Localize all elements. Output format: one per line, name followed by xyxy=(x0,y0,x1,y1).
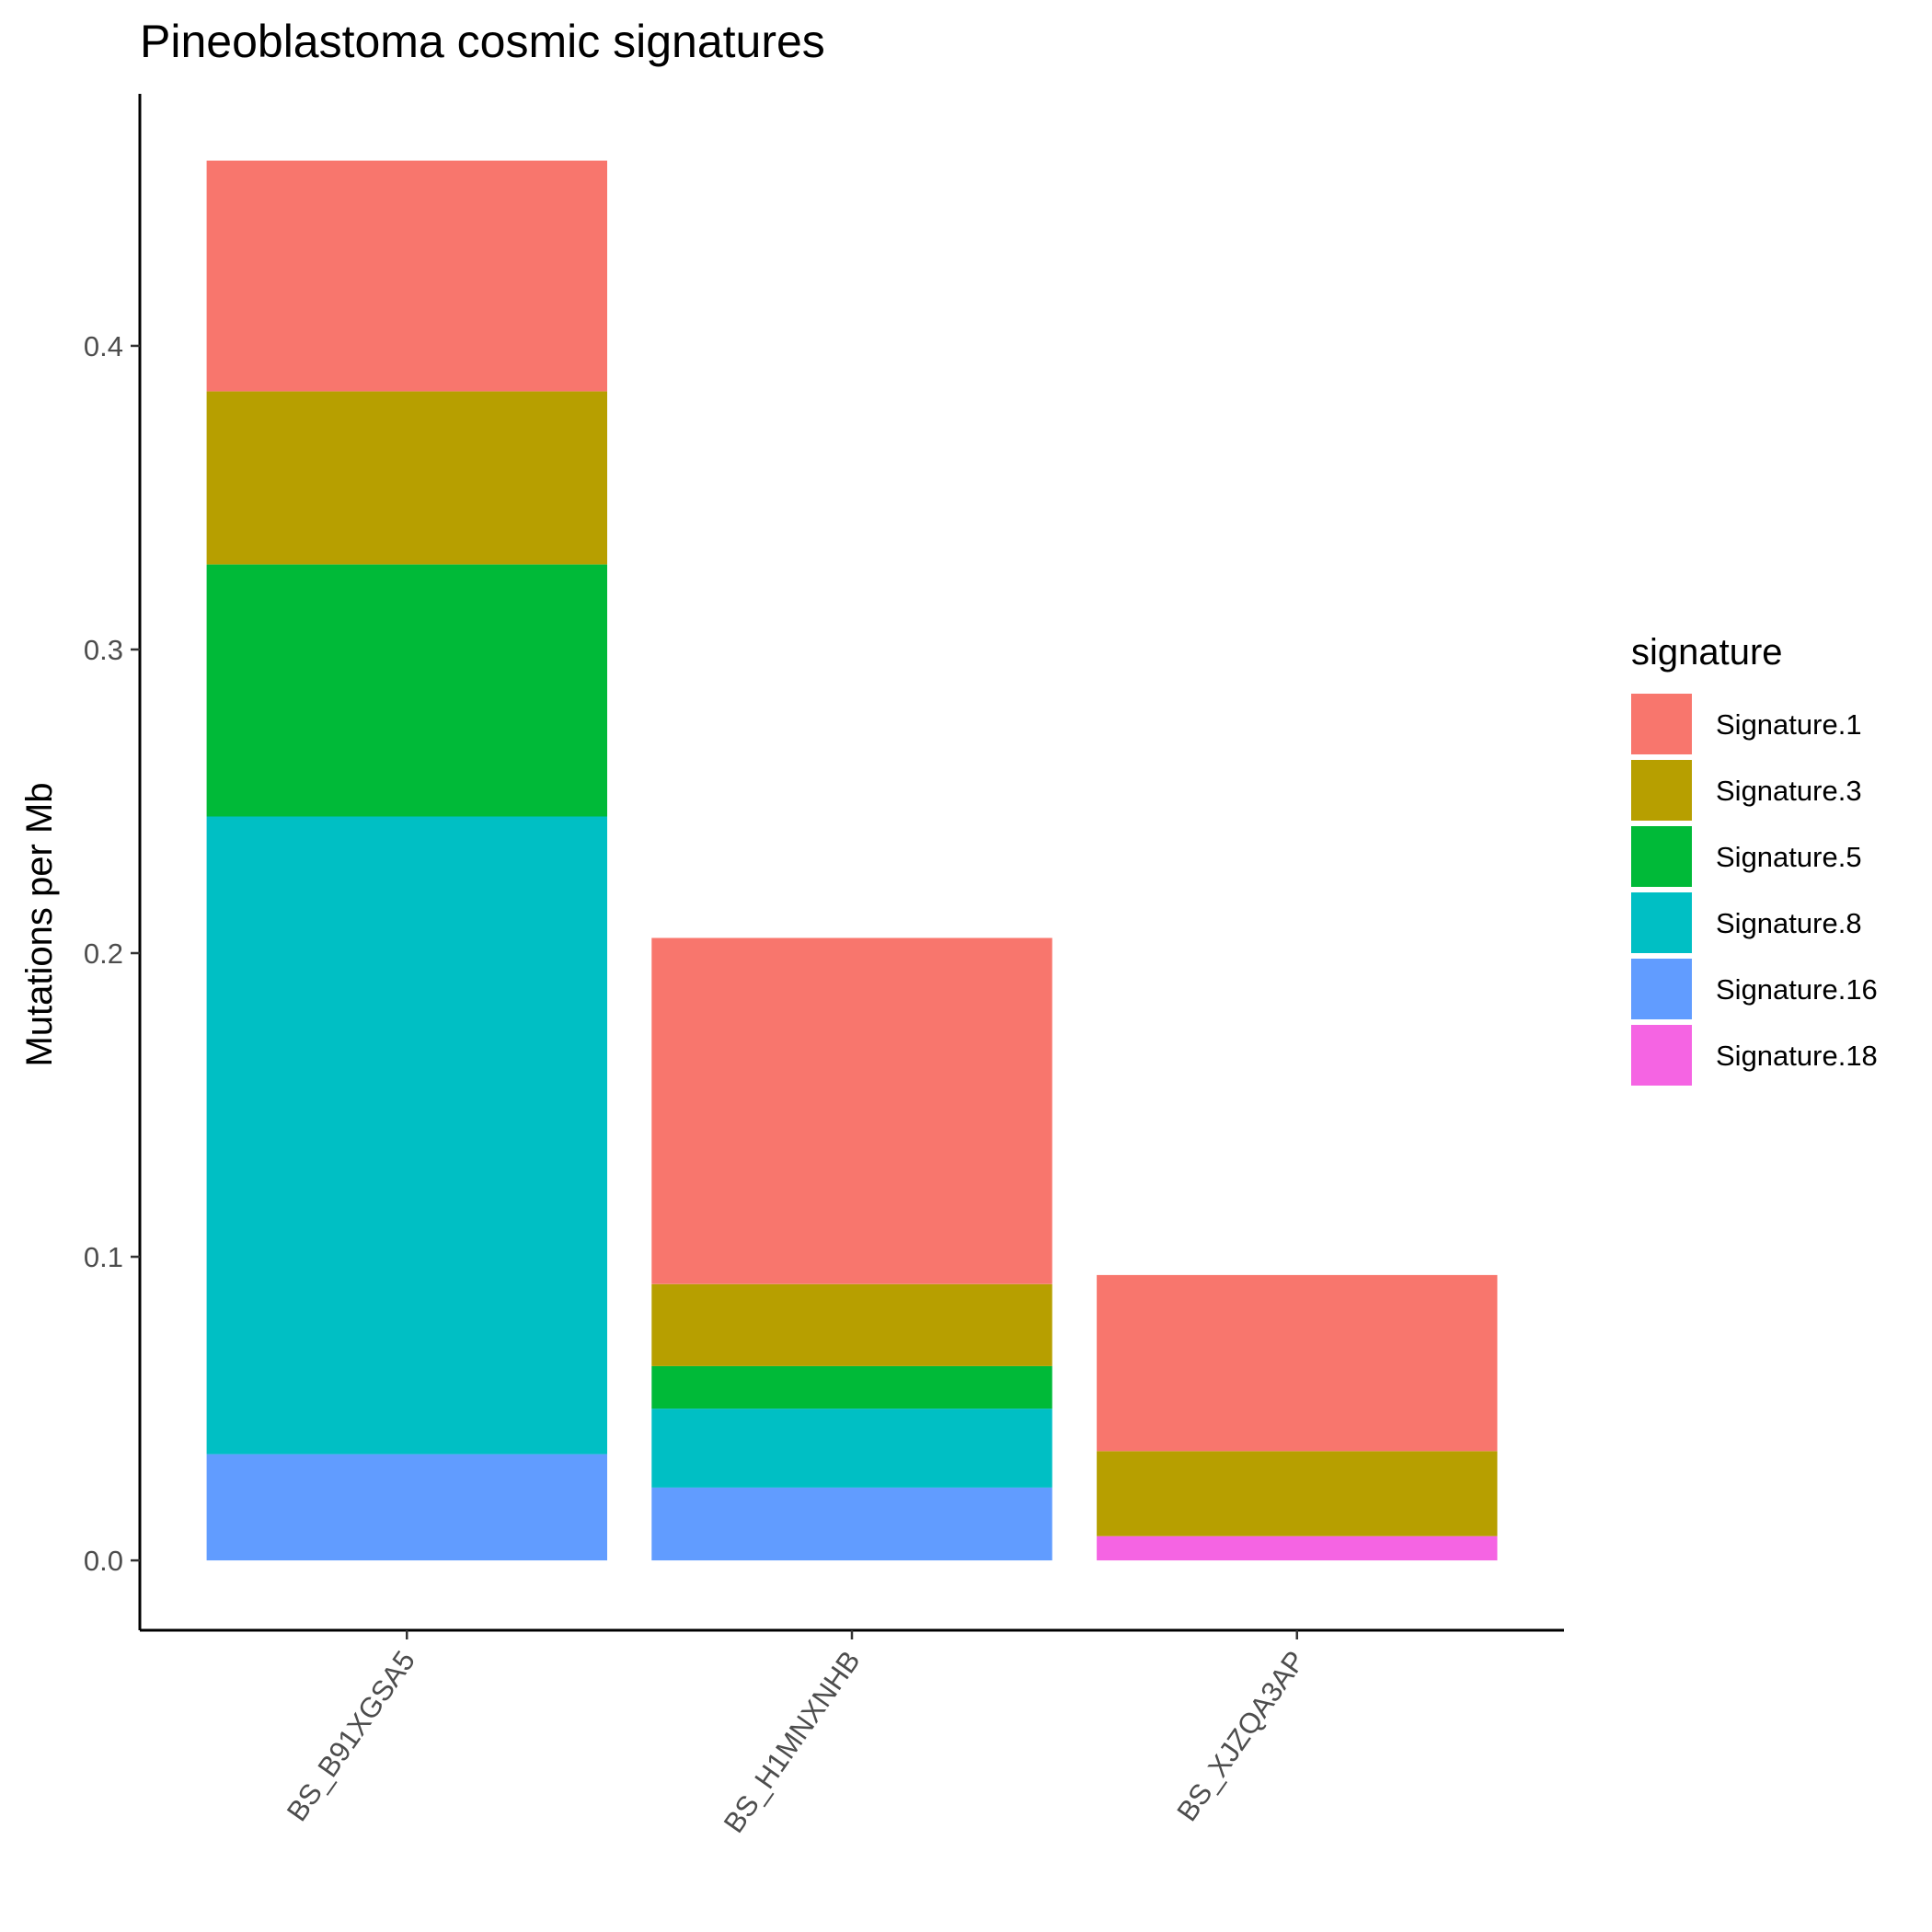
x-tick-label: BS_B91XGSA5 xyxy=(281,1645,421,1827)
bar-segment-signature-3-bs_xjzqa3ap xyxy=(1097,1451,1498,1536)
bar-segment-signature-16-bs_b91xgsa5 xyxy=(206,1454,607,1561)
y-tick-label: 0.3 xyxy=(84,634,123,666)
x-axis: BS_B91XGSA5 BS_H1MNXNHB BS_XJZQA3AP xyxy=(140,1628,1564,1839)
legend-key-signature-18 xyxy=(1631,1025,1692,1086)
x-tick-label: BS_H1MNXNHB xyxy=(718,1645,867,1839)
legend-title: signature xyxy=(1631,632,1783,673)
bar-segment-signature-3-bs_h1mnxnhb xyxy=(651,1283,1052,1366)
legend-key-signature-5 xyxy=(1631,826,1692,887)
bar-segment-signature-1-bs_b91xgsa5 xyxy=(206,160,607,392)
legend-label: Signature.1 xyxy=(1716,708,1862,741)
bar-segment-signature-5-bs_b91xgsa5 xyxy=(206,564,607,817)
y-tick-label: 0.2 xyxy=(84,937,123,970)
y-tick-label: 0.4 xyxy=(84,330,123,362)
legend-label: Signature.5 xyxy=(1716,841,1862,873)
bar-segment-signature-3-bs_b91xgsa5 xyxy=(206,391,607,565)
bar-segment-signature-5-bs_h1mnxnhb xyxy=(651,1365,1052,1409)
legend-key-signature-8 xyxy=(1631,892,1692,953)
x-tick-label: BS_XJZQA3AP xyxy=(1170,1645,1311,1827)
bars-layer xyxy=(206,160,1498,1561)
y-axis: 0.0 0.1 0.2 0.3 0.4 xyxy=(84,94,142,1630)
legend-key-signature-3 xyxy=(1631,760,1692,821)
y-tick-label: 0.1 xyxy=(84,1241,123,1273)
bar-segment-signature-16-bs_h1mnxnhb xyxy=(651,1487,1052,1561)
bar-segment-signature-1-bs_h1mnxnhb xyxy=(651,937,1052,1284)
legend-label: Signature.8 xyxy=(1716,907,1862,939)
bar-segment-signature-18-bs_xjzqa3ap xyxy=(1097,1535,1498,1561)
legend: signature Signature.1 Signature.3 Signatur… xyxy=(1631,632,1878,1086)
bar-segment-signature-8-bs_h1mnxnhb xyxy=(651,1409,1052,1488)
legend-label: Signature.3 xyxy=(1716,775,1862,807)
legend-label: Signature.18 xyxy=(1716,1040,1878,1072)
y-tick-label: 0.0 xyxy=(84,1545,123,1577)
bar-segment-signature-8-bs_b91xgsa5 xyxy=(206,816,607,1455)
legend-key-signature-1 xyxy=(1631,694,1692,754)
chart-title: Pineoblastoma cosmic signatures xyxy=(140,16,825,67)
bar-segment-signature-1-bs_xjzqa3ap xyxy=(1097,1274,1498,1452)
legend-key-signature-16 xyxy=(1631,959,1692,1019)
y-axis-title: Mutations per Mb xyxy=(19,782,60,1066)
legend-label: Signature.16 xyxy=(1716,973,1878,1006)
